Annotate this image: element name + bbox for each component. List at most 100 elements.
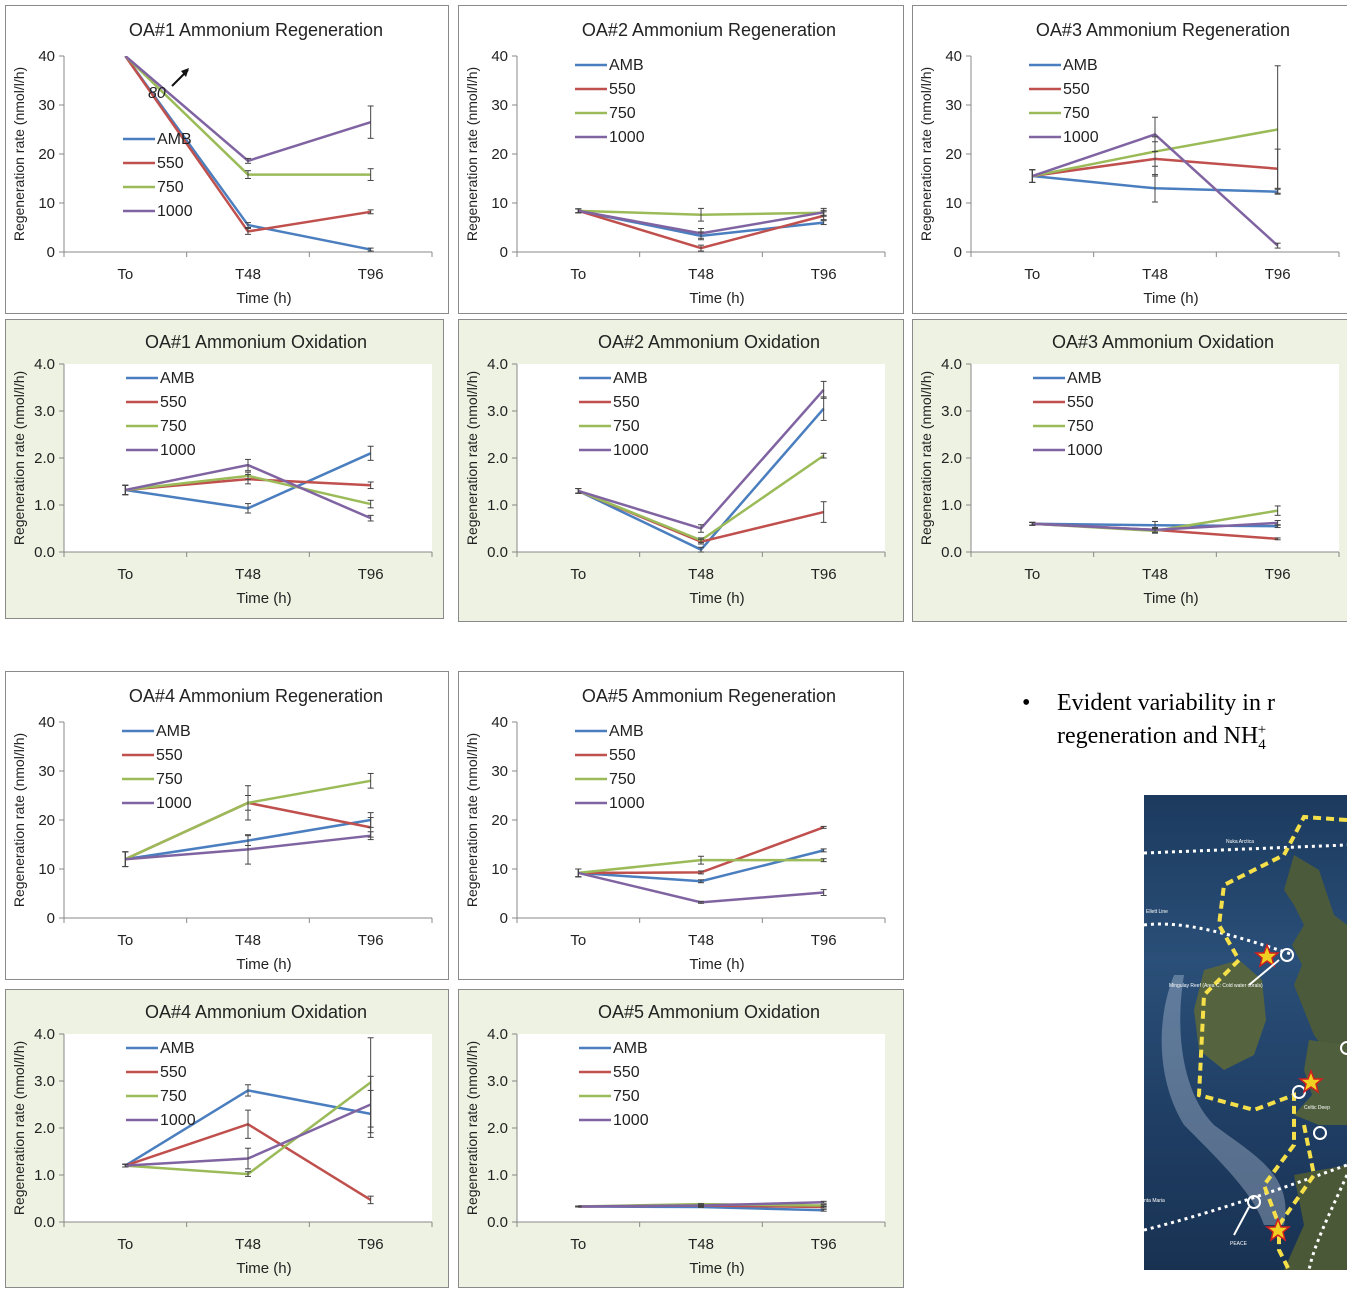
y-tick-label: 2.0 [487,1120,508,1137]
y-tick-label: 0 [500,244,508,261]
y-tick-label: 1.0 [34,497,55,514]
legend-label-750: 750 [157,179,184,196]
legend-label-1000: 1000 [1067,442,1103,459]
chart-svg-oa2-ox: 0.0 1.0 2.0 3.0 4.0 To T48 T96 OA#2 Ammonium Oxi… [464,332,886,607]
dotted-line-south [1144,1163,1347,1232]
y-tick-label: 20 [491,812,508,829]
x-tick-label: T96 [358,1236,384,1253]
map-label-celtic: Celtic Deep [1304,1105,1330,1111]
dotted-line-east [1307,1174,1347,1270]
chart-svg-oa1-ox: 0.0 1.0 2.0 3.0 4.0 To T48 T96 OA#1 Ammonium Oxi… [11,332,433,607]
station-1 [1280,948,1294,962]
x-tick-label: T96 [811,266,837,283]
annotation-arrowhead [181,68,189,77]
legend-label-550: 550 [156,747,183,764]
legend-label-1000: 1000 [613,1112,649,1129]
land-france [1284,1165,1347,1270]
map-graphic: Nuka Arctica Ellett Line Mingulay Reef (… [1144,814,1347,1270]
x-tick-label: To [117,932,133,949]
x-tick-label: T48 [688,1236,714,1253]
bullet-symbol: • [1022,690,1031,716]
map-label-ellett: Ellett Line [1146,909,1168,915]
chart-panel-oa2-reg: 0 10 20 30 40 To T48 T96 OA#2 Ammonium Regenerat… [458,5,904,314]
chart-svg-oa3-ox: 0.0 1.0 2.0 3.0 4.0 To T48 T96 OA#3 Ammonium Oxi… [918,332,1340,607]
y-tick-label: 10 [38,861,55,878]
y-tick-label: 10 [491,861,508,878]
y-tick-label: 30 [945,97,962,114]
star-2 [1297,1068,1325,1094]
x-tick-label: T96 [811,1236,837,1253]
legend-label-750: 750 [160,1088,187,1105]
y-axis-label: Regeneration rate (nmol/l/h) [464,733,480,907]
chart-panel-oa5-reg: 0 10 20 30 40 To T48 T96 OA#5 Ammonium Regenerat… [458,671,904,980]
y-axis-label: Regeneration rate (nmol/l/h) [464,1041,480,1215]
legend-label-550: 550 [160,1064,187,1081]
x-tick-label: T48 [688,266,714,283]
x-tick-label: T96 [1265,566,1291,583]
series-line-1000 [578,871,824,904]
y-tick-label: 4.0 [34,356,55,373]
legend-label-750: 750 [609,105,636,122]
legend-label-AMB: AMB [1063,57,1098,74]
y-tick-label: 20 [38,812,55,829]
chart-panel-oa4-ox: 0.0 1.0 2.0 3.0 4.0 To T48 T96 OA#4 Ammonium Oxi… [5,989,449,1288]
chart-title: OA#5 Ammonium Oxidation [598,1002,820,1022]
legend-label-550: 550 [609,81,636,98]
chart-svg-oa1-reg: 0 10 20 30 40 To T48 T96 OA#1 Ammonium Regenerat… [11,20,433,307]
x-tick-label: T96 [1265,266,1291,283]
cruise-track-2 [1277,1124,1317,1227]
y-tick-label: 1.0 [487,497,508,514]
x-tick-label: To [117,1236,133,1253]
y-tick-label: 3.0 [941,403,962,420]
series-group [578,826,825,904]
chart-panel-oa5-ox: 0.0 1.0 2.0 3.0 4.0 To T48 T96 OA#5 Ammonium Oxi… [458,989,904,1288]
legend-label-AMB: AMB [609,723,644,740]
station-2 [1292,1085,1306,1099]
chart-title: OA#5 Ammonium Regeneration [582,686,836,706]
chart-svg-oa2-reg: 0 10 20 30 40 To T48 T96 OA#2 Ammonium Regenerat… [464,20,886,307]
y-tick-label: 30 [38,97,55,114]
legend-label-1000: 1000 [160,1112,196,1129]
y-axis-label: Regeneration rate (nmol/l/h) [464,371,480,545]
y-tick-label: 3.0 [487,403,508,420]
y-tick-label: 30 [491,763,508,780]
x-axis-label: Time (h) [689,590,744,607]
chart-title: OA#1 Ammonium Oxidation [145,332,367,352]
x-axis-label: Time (h) [689,290,744,307]
y-tick-label: 20 [491,146,508,163]
x-tick-label: To [1024,266,1040,283]
x-tick-label: T48 [235,266,261,283]
legend-label-750: 750 [613,418,640,435]
legend-label-750: 750 [160,418,187,435]
series-line-550 [578,826,825,875]
legend-label-AMB: AMB [613,1040,648,1057]
y-tick-label: 0.0 [487,1214,508,1231]
station-4 [1247,1195,1261,1209]
cruise-track [1196,814,1347,1270]
x-tick-label: To [570,932,586,949]
y-tick-label: 0.0 [941,544,962,561]
y-tick-label: 0.0 [34,1214,55,1231]
x-tick-label: To [570,266,586,283]
chart-svg-oa5-reg: 0 10 20 30 40 To T48 T96 OA#5 Ammonium Regenerat… [464,686,886,973]
legend-label-AMB: AMB [1067,370,1102,387]
chart-panel-oa3-ox: 0.0 1.0 2.0 3.0 4.0 To T48 T96 OA#3 Ammonium Oxi… [912,319,1347,622]
y-tick-label: 40 [38,48,55,65]
bullet-superscript: + [1257,722,1267,738]
land-scotland [1284,855,1347,1055]
chart-svg-oa3-reg: 0 10 20 30 40 To T48 T96 OA#3 Ammonium Regenerat… [918,20,1340,307]
legend-label-550: 550 [609,747,636,764]
legend-label-550: 550 [157,155,184,172]
x-axis-label: Time (h) [236,1260,291,1277]
plot-area [64,364,432,552]
legend-label-1000: 1000 [609,795,645,812]
y-tick-label: 4.0 [941,356,962,373]
star-3 [1264,1216,1292,1242]
y-tick-label: 2.0 [941,450,962,467]
legend-label-750: 750 [156,771,183,788]
map-label-mingulay: Mingulay Reef (Area C: Cold water corals… [1169,983,1263,989]
y-tick-label: 40 [491,714,508,731]
chart-panel-oa4-reg: 0 10 20 30 40 To T48 T96 OA#4 Ammonium Regenerat… [5,671,449,980]
y-tick-label: 10 [38,195,55,212]
x-tick-label: T48 [235,932,261,949]
